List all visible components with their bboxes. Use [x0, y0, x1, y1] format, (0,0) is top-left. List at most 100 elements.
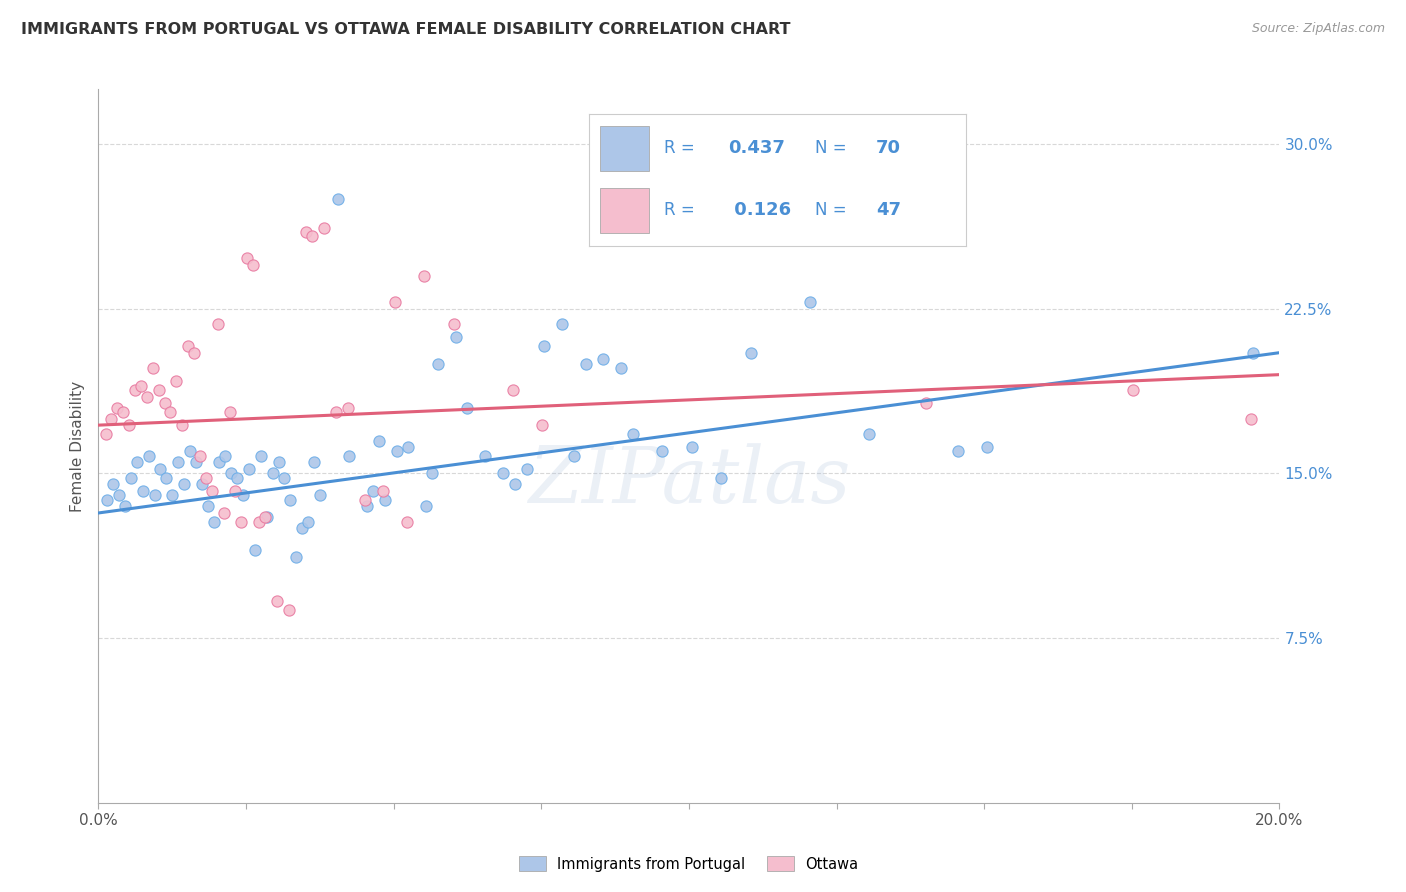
- Point: [188, 449, 211, 463]
- Point: [184, 455, 207, 469]
- Point: [361, 483, 384, 498]
- Point: [247, 515, 270, 529]
- Y-axis label: Female Disability: Female Disability: [69, 380, 84, 512]
- Point: [420, 467, 443, 481]
- Point: [218, 405, 240, 419]
- Point: [551, 317, 574, 331]
- Point: [135, 390, 157, 404]
- Point: [285, 549, 308, 564]
- Point: [946, 444, 969, 458]
- Point: [444, 330, 467, 344]
- Point: [266, 594, 288, 608]
- Point: [118, 418, 141, 433]
- Point: [202, 515, 225, 529]
- Text: 70: 70: [876, 139, 901, 157]
- Point: [336, 401, 359, 415]
- Point: [148, 383, 170, 397]
- FancyBboxPatch shape: [600, 188, 650, 233]
- Point: [562, 449, 585, 463]
- Point: [267, 455, 290, 469]
- Point: [197, 500, 219, 514]
- Point: [295, 225, 318, 239]
- Point: [710, 471, 733, 485]
- Legend: Immigrants from Portugal, Ottawa: Immigrants from Portugal, Ottawa: [513, 850, 865, 878]
- Point: [132, 483, 155, 498]
- Point: [291, 521, 314, 535]
- Point: [183, 345, 205, 359]
- FancyBboxPatch shape: [600, 126, 650, 171]
- Point: [326, 192, 349, 206]
- Point: [179, 444, 201, 458]
- Point: [100, 411, 122, 425]
- Point: [339, 449, 360, 463]
- Point: [201, 483, 224, 498]
- Text: N =: N =: [815, 139, 852, 157]
- Point: [125, 455, 148, 469]
- Point: [443, 317, 465, 331]
- Point: [238, 462, 260, 476]
- Point: [368, 434, 391, 448]
- Point: [191, 477, 214, 491]
- Point: [124, 383, 146, 397]
- Point: [681, 440, 703, 454]
- Point: [302, 455, 325, 469]
- Point: [155, 471, 177, 485]
- Point: [621, 426, 644, 441]
- Point: [172, 418, 194, 433]
- Point: [273, 471, 295, 485]
- Point: [177, 339, 200, 353]
- Text: IMMIGRANTS FROM PORTUGAL VS OTTAWA FEMALE DISABILITY CORRELATION CHART: IMMIGRANTS FROM PORTUGAL VS OTTAWA FEMAL…: [21, 22, 790, 37]
- Point: [207, 317, 229, 331]
- Point: [105, 401, 128, 415]
- Point: [243, 543, 266, 558]
- Point: [610, 361, 633, 376]
- Point: [620, 141, 643, 155]
- Point: [976, 440, 998, 454]
- Point: [162, 488, 183, 502]
- Point: [142, 361, 165, 376]
- Point: [371, 483, 394, 498]
- Point: [194, 471, 217, 485]
- Point: [103, 477, 125, 491]
- Point: [915, 396, 938, 410]
- Point: [356, 500, 378, 514]
- Point: [354, 492, 377, 507]
- Point: [502, 383, 524, 397]
- Point: [278, 492, 302, 507]
- Text: N =: N =: [815, 201, 852, 219]
- Point: [312, 220, 335, 235]
- Point: [214, 449, 236, 463]
- Point: [1240, 411, 1263, 425]
- Point: [415, 500, 437, 514]
- Point: [427, 357, 450, 371]
- Point: [149, 462, 172, 476]
- Point: [516, 462, 538, 476]
- Point: [503, 477, 526, 491]
- Text: ZIPatlas: ZIPatlas: [527, 443, 851, 520]
- Point: [592, 352, 614, 367]
- Point: [262, 467, 284, 481]
- Point: [1122, 383, 1144, 397]
- Point: [325, 405, 347, 419]
- Point: [96, 492, 118, 507]
- Point: [574, 357, 596, 371]
- Point: [165, 374, 187, 388]
- Point: [277, 602, 299, 616]
- Point: [159, 405, 181, 419]
- Point: [231, 515, 253, 529]
- Point: [143, 488, 166, 502]
- Point: [224, 483, 246, 498]
- Point: [208, 455, 231, 469]
- Point: [858, 426, 880, 441]
- Point: [242, 258, 264, 272]
- Point: [112, 405, 135, 419]
- Point: [456, 401, 478, 415]
- Point: [94, 426, 117, 441]
- Point: [533, 339, 555, 353]
- Point: [114, 500, 136, 514]
- Point: [129, 378, 152, 392]
- Point: [1241, 345, 1264, 359]
- Point: [108, 488, 131, 502]
- Point: [531, 418, 554, 433]
- Text: 47: 47: [876, 201, 901, 219]
